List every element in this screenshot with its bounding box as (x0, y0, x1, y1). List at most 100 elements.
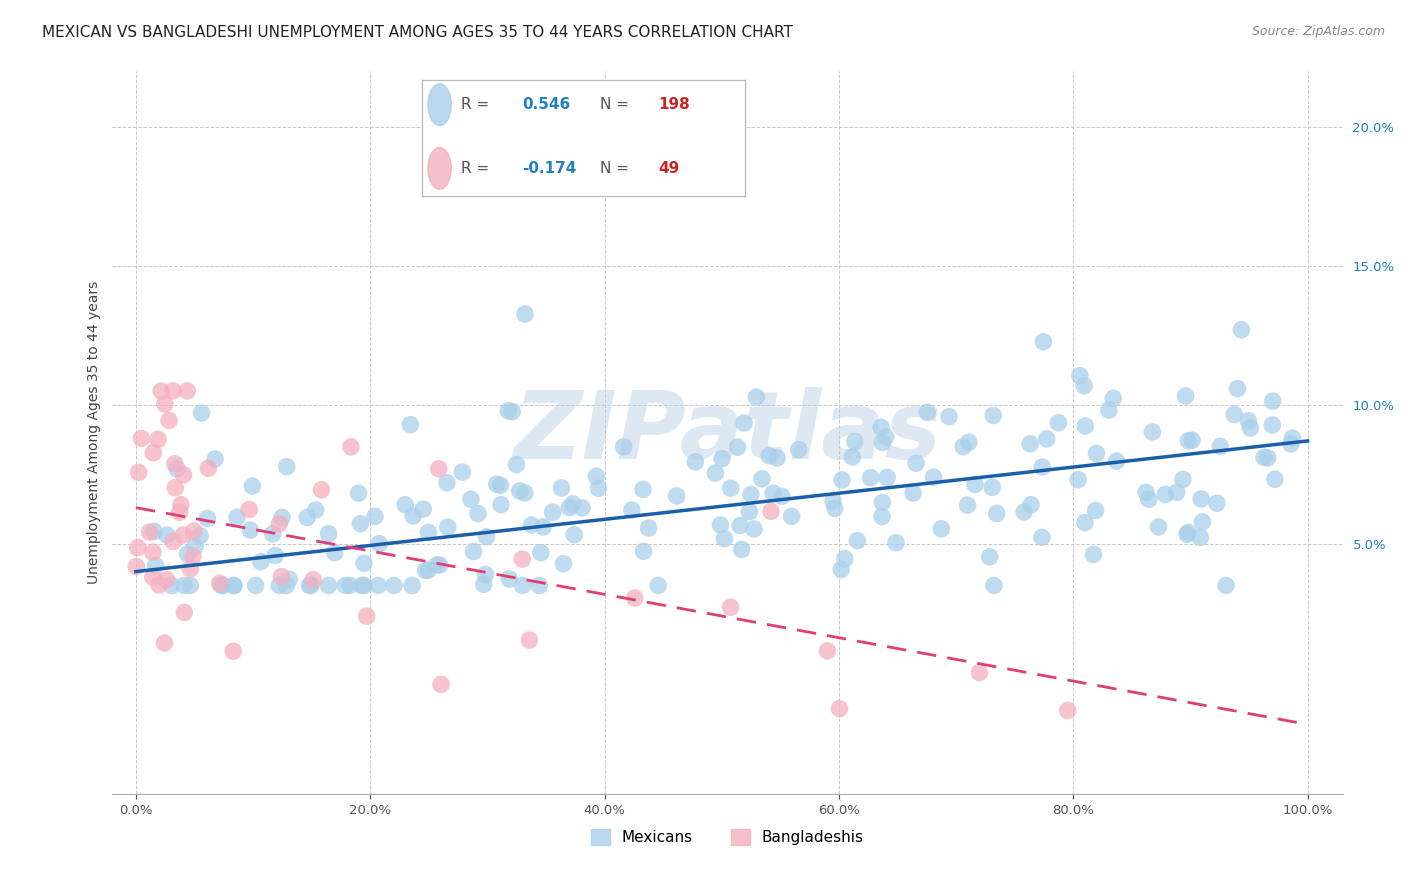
Point (561, 497, 583, 511)
Point (1257, 450, 1279, 465)
Point (1083, 548, 1105, 562)
Point (128, 466, 150, 480)
Point (163, 457, 186, 471)
Point (1085, 446, 1108, 460)
Point (240, 479, 263, 493)
Point (742, 522, 765, 536)
Point (1253, 450, 1275, 465)
Point (550, 481, 572, 495)
Point (472, 577, 495, 591)
Point (238, 502, 260, 516)
Point (979, 549, 1001, 564)
Point (311, 483, 333, 497)
Point (353, 557, 375, 571)
Point (298, 578, 321, 592)
Point (153, 636, 176, 650)
Point (505, 458, 527, 472)
Text: 198: 198 (658, 97, 689, 112)
Text: MEXICAN VS BANGLADESHI UNEMPLOYMENT AMONG AGES 35 TO 44 YEARS CORRELATION CHART: MEXICAN VS BANGLADESHI UNEMPLOYMENT AMON… (42, 25, 793, 40)
Point (1154, 487, 1177, 501)
Point (148, 578, 170, 592)
Point (1147, 520, 1170, 534)
Text: ZIPatlas: ZIPatlas (513, 386, 942, 479)
Point (1074, 516, 1097, 530)
Point (828, 701, 851, 715)
Point (981, 409, 1004, 423)
Point (197, 461, 219, 475)
Point (250, 555, 273, 569)
Point (766, 450, 789, 465)
Point (637, 521, 659, 535)
Point (269, 578, 291, 592)
Point (367, 578, 389, 592)
Point (181, 549, 204, 564)
Point (224, 578, 246, 592)
Legend: Mexicans, Bangladeshis: Mexicans, Bangladeshis (585, 823, 870, 851)
Point (530, 546, 553, 560)
Point (179, 562, 201, 576)
Point (356, 609, 378, 624)
Point (489, 498, 512, 512)
Point (1175, 527, 1198, 541)
Point (711, 451, 734, 466)
Point (474, 567, 496, 582)
Point (173, 578, 195, 592)
Point (733, 416, 755, 430)
Text: 0.546: 0.546 (522, 97, 571, 112)
Point (157, 413, 180, 427)
Point (436, 520, 458, 534)
Point (166, 462, 188, 476)
Point (1084, 503, 1107, 517)
Point (1166, 485, 1188, 500)
Point (952, 440, 974, 454)
Point (412, 502, 434, 516)
Point (588, 481, 610, 495)
Point (1031, 459, 1053, 474)
Point (713, 532, 735, 546)
Point (728, 518, 751, 533)
Point (415, 563, 437, 577)
Point (352, 578, 374, 592)
Point (1135, 485, 1157, 500)
Point (188, 529, 211, 543)
Point (1237, 414, 1260, 428)
Point (740, 487, 762, 501)
Point (585, 469, 607, 483)
Point (831, 473, 853, 487)
Point (1032, 334, 1054, 349)
Point (1137, 492, 1160, 507)
Point (841, 450, 863, 464)
Point (821, 494, 844, 508)
Point (239, 523, 262, 537)
Point (1261, 394, 1284, 409)
Point (339, 578, 361, 592)
Point (153, 397, 176, 411)
Point (222, 578, 245, 592)
Point (349, 516, 371, 531)
Point (169, 505, 191, 519)
Point (172, 528, 194, 542)
Point (318, 578, 340, 592)
Point (269, 516, 291, 531)
Point (1067, 473, 1090, 487)
Point (917, 405, 939, 419)
Point (844, 434, 866, 449)
Point (531, 520, 554, 534)
Point (353, 578, 375, 592)
Y-axis label: Unemployment Among Ages 35 to 44 years: Unemployment Among Ages 35 to 44 years (87, 281, 101, 584)
Point (901, 486, 924, 500)
Point (1261, 417, 1284, 432)
Point (1056, 704, 1078, 718)
Point (1209, 440, 1232, 454)
Point (176, 384, 198, 398)
Point (429, 558, 451, 573)
Point (730, 542, 752, 557)
Point (859, 470, 882, 484)
Point (1177, 434, 1199, 448)
Point (436, 475, 458, 490)
Point (562, 528, 585, 542)
Point (305, 503, 328, 517)
Point (156, 528, 179, 542)
Point (720, 481, 742, 495)
Text: R =: R = (461, 97, 494, 112)
